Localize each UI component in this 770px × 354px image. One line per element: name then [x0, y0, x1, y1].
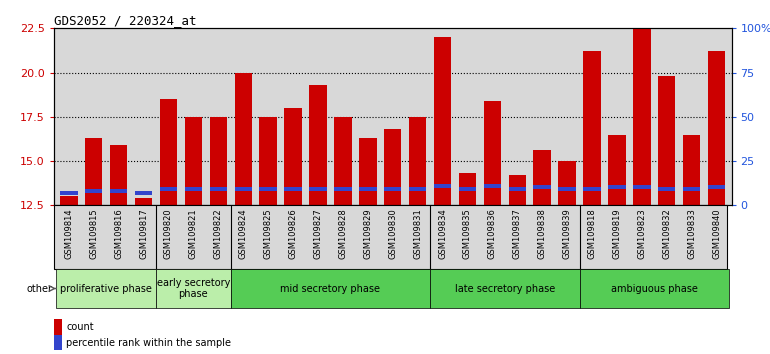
Bar [658, 187, 675, 191]
Bar [156, 269, 231, 308]
Text: GSM109824: GSM109824 [239, 209, 248, 259]
Bar [135, 198, 152, 205]
Bar [558, 161, 576, 205]
Bar [259, 117, 277, 205]
Bar [708, 51, 725, 205]
Text: GSM109817: GSM109817 [139, 209, 148, 259]
Text: GSM109828: GSM109828 [338, 209, 347, 259]
Text: proliferative phase: proliferative phase [60, 284, 152, 293]
Bar [409, 187, 427, 191]
Text: GSM109834: GSM109834 [438, 209, 447, 259]
Text: GSM109839: GSM109839 [563, 209, 571, 259]
Text: GSM109826: GSM109826 [289, 209, 297, 259]
Text: count: count [66, 322, 94, 332]
Bar [430, 269, 580, 308]
Bar [231, 269, 430, 308]
Bar [209, 117, 227, 205]
Bar [384, 129, 401, 205]
Text: GDS2052 / 220324_at: GDS2052 / 220324_at [54, 14, 196, 27]
Bar [459, 187, 476, 191]
Bar [459, 173, 476, 205]
Bar [534, 185, 551, 189]
Text: GSM109835: GSM109835 [463, 209, 472, 259]
Text: GSM109833: GSM109833 [687, 209, 696, 259]
Text: mid secretory phase: mid secretory phase [280, 284, 380, 293]
Bar [209, 187, 227, 191]
Bar [534, 150, 551, 205]
Text: early secretory
phase: early secretory phase [157, 278, 230, 299]
Text: GSM109831: GSM109831 [413, 209, 422, 259]
Bar [508, 187, 526, 191]
Text: late secretory phase: late secretory phase [454, 284, 555, 293]
Bar [359, 138, 377, 205]
Text: GSM109818: GSM109818 [588, 209, 597, 259]
Bar [259, 187, 277, 191]
Bar [185, 117, 202, 205]
Bar [60, 196, 78, 205]
Bar [434, 37, 451, 205]
Text: GSM109830: GSM109830 [388, 209, 397, 259]
Text: GSM109814: GSM109814 [65, 209, 73, 259]
Text: GSM109832: GSM109832 [662, 209, 671, 259]
Bar [54, 335, 62, 350]
Text: GSM109816: GSM109816 [114, 209, 123, 259]
Bar [334, 187, 352, 191]
Text: ambiguous phase: ambiguous phase [611, 284, 698, 293]
Bar [310, 85, 326, 205]
Text: GSM109823: GSM109823 [638, 209, 646, 259]
Bar [284, 108, 302, 205]
Bar [56, 269, 156, 308]
Bar [580, 269, 729, 308]
Bar [584, 187, 601, 191]
Bar [159, 187, 177, 191]
Bar [558, 187, 576, 191]
Bar [633, 185, 651, 189]
Bar [708, 185, 725, 189]
Bar [633, 28, 651, 205]
Bar [159, 99, 177, 205]
Bar [334, 117, 352, 205]
Bar [409, 117, 427, 205]
Text: GSM109820: GSM109820 [164, 209, 173, 259]
Bar [608, 185, 625, 189]
Bar [608, 135, 625, 205]
Bar [508, 175, 526, 205]
Text: GSM109825: GSM109825 [263, 209, 273, 259]
Bar [185, 187, 202, 191]
Bar [235, 187, 252, 191]
Text: GSM109840: GSM109840 [712, 209, 721, 259]
Bar [85, 138, 102, 205]
Bar [60, 191, 78, 195]
Bar [484, 184, 501, 188]
Text: GSM109821: GSM109821 [189, 209, 198, 259]
Bar [235, 73, 252, 205]
Bar [110, 189, 127, 193]
Bar [284, 187, 302, 191]
Bar [434, 184, 451, 188]
Bar [135, 191, 152, 195]
Text: other: other [27, 284, 52, 293]
Text: GSM109837: GSM109837 [513, 209, 522, 259]
Text: percentile rank within the sample: percentile rank within the sample [66, 338, 231, 348]
Text: GSM109827: GSM109827 [313, 209, 323, 259]
Text: GSM109815: GSM109815 [89, 209, 99, 259]
Bar [484, 101, 501, 205]
Bar [310, 187, 326, 191]
Text: GSM109829: GSM109829 [363, 209, 372, 259]
Bar [683, 187, 701, 191]
Text: GSM109838: GSM109838 [537, 209, 547, 259]
Bar [683, 135, 701, 205]
Text: GSM109819: GSM109819 [612, 209, 621, 259]
Text: GSM109822: GSM109822 [214, 209, 223, 259]
Bar [658, 76, 675, 205]
Text: GSM109836: GSM109836 [488, 209, 497, 259]
Bar [359, 187, 377, 191]
Bar [54, 319, 62, 335]
Bar [85, 189, 102, 193]
Bar [584, 51, 601, 205]
Bar [110, 145, 127, 205]
Bar [384, 187, 401, 191]
